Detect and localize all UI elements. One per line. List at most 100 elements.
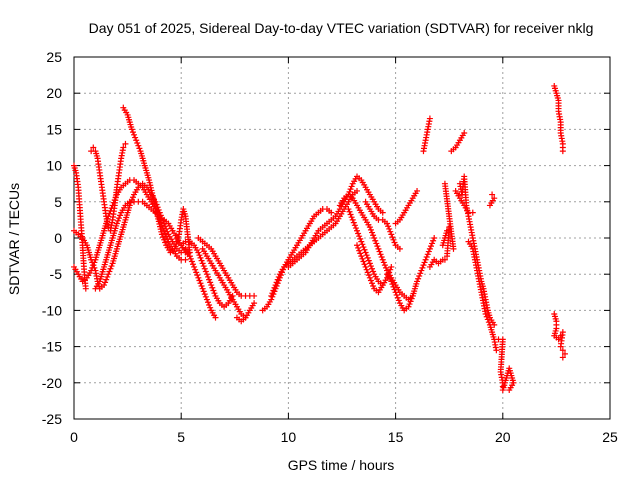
axis-ticks (73, 56, 611, 420)
data-point (384, 220, 391, 227)
chart-title: Day 051 of 2025, Sidereal Day-to-day VTE… (89, 20, 594, 36)
data-point (363, 266, 370, 273)
x-tick-label: 25 (602, 429, 618, 445)
data-point (122, 140, 129, 147)
data-point (419, 264, 426, 271)
data-point (370, 282, 377, 289)
data-point (159, 234, 166, 241)
data-point (117, 212, 124, 219)
data-point (134, 139, 141, 146)
data-point (157, 212, 164, 219)
data-point (390, 283, 397, 290)
data-point (104, 273, 111, 280)
data-point (391, 286, 398, 293)
data-point (202, 293, 209, 300)
data-point (198, 282, 205, 289)
data-point (193, 269, 200, 276)
y-tick-label: -25 (42, 411, 62, 427)
data-point (203, 271, 210, 278)
data-point (346, 208, 353, 215)
data-point (275, 273, 282, 280)
data-point (394, 294, 401, 301)
data-point (366, 224, 373, 231)
data-point (450, 245, 457, 252)
data-point (187, 255, 194, 262)
data-point (108, 263, 115, 270)
data-point (354, 227, 361, 234)
data-point (82, 285, 89, 292)
data-point (90, 144, 97, 151)
data-point (555, 336, 562, 343)
data-point (557, 343, 564, 350)
data-point (198, 257, 205, 264)
data-point (416, 273, 423, 280)
data-point (559, 148, 566, 155)
data-point (188, 258, 195, 265)
data-point (420, 262, 427, 269)
data-point (129, 129, 136, 136)
data-point (421, 259, 428, 266)
data-point (135, 142, 142, 149)
data-point (370, 268, 377, 275)
data-point (195, 274, 202, 281)
data-point (354, 242, 361, 249)
data-point (493, 347, 500, 354)
data-point (362, 263, 369, 270)
data-point (361, 261, 368, 268)
data-point (197, 254, 204, 261)
data-point (418, 267, 425, 274)
data-point (136, 145, 143, 152)
y-tick-label: -5 (50, 266, 63, 282)
data-point (390, 236, 397, 243)
data-point (199, 260, 206, 267)
data-point (414, 278, 421, 285)
data-point (388, 263, 395, 270)
data-point (210, 287, 217, 294)
data-point (362, 249, 369, 256)
data-point (561, 350, 568, 357)
data-point (424, 251, 431, 258)
data-point (378, 254, 385, 261)
data-points (71, 82, 568, 394)
data-point (387, 228, 394, 235)
data-point (159, 217, 166, 224)
data-point (369, 280, 376, 287)
data-point (414, 187, 421, 194)
data-point (415, 275, 422, 282)
data-point (417, 270, 424, 277)
data-point (365, 272, 372, 279)
data-point (189, 261, 196, 268)
data-point (164, 228, 171, 235)
data-point (206, 301, 213, 308)
data-point (425, 248, 432, 255)
data-point (393, 292, 400, 299)
data-point (376, 248, 383, 255)
data-point (386, 225, 393, 232)
data-point (361, 246, 368, 253)
data-point (345, 206, 352, 213)
data-point (364, 269, 371, 276)
data-point (182, 256, 189, 263)
data-point (272, 282, 279, 289)
x-tick-label: 15 (388, 429, 404, 445)
data-point (387, 266, 394, 273)
x-axis-label: GPS time / hours (288, 457, 395, 473)
data-point (366, 274, 373, 281)
data-point (375, 245, 382, 252)
data-point (482, 311, 489, 318)
data-point (426, 115, 433, 122)
data-point (369, 265, 376, 272)
data-point (273, 279, 280, 286)
data-point (201, 265, 208, 272)
data-point (395, 297, 402, 304)
data-point (269, 290, 276, 297)
data-point (206, 276, 213, 283)
data-point (559, 354, 566, 361)
data-point (506, 387, 513, 394)
data-point (128, 126, 135, 133)
data-point (355, 230, 362, 237)
data-point (408, 295, 415, 302)
data-point (349, 216, 356, 223)
data-point (196, 252, 203, 259)
